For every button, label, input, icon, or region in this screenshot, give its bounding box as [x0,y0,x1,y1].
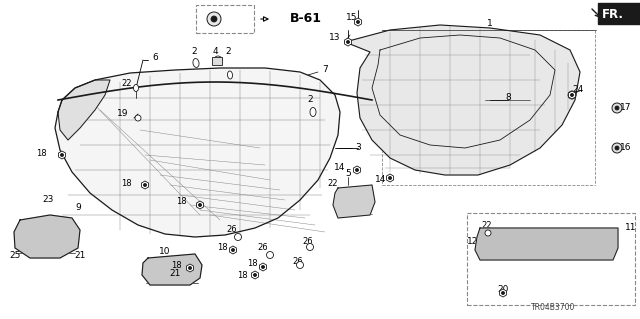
Text: 3: 3 [355,144,361,152]
Ellipse shape [227,71,232,79]
Polygon shape [141,181,148,189]
Text: 10: 10 [159,248,171,256]
Circle shape [615,146,619,150]
Text: 18: 18 [177,197,187,206]
Circle shape [266,251,273,258]
Ellipse shape [214,56,222,64]
Polygon shape [345,25,580,175]
Text: 24: 24 [572,85,583,94]
Polygon shape [355,18,362,26]
Text: 25: 25 [10,250,20,259]
Polygon shape [186,264,193,272]
Circle shape [234,234,241,241]
Text: 19: 19 [116,109,128,118]
Polygon shape [475,228,618,260]
Polygon shape [353,166,360,174]
Circle shape [143,183,147,187]
Text: 5: 5 [345,168,351,177]
Circle shape [570,93,573,97]
Text: 16: 16 [620,144,632,152]
Circle shape [189,266,191,270]
Circle shape [568,91,576,99]
Text: 4: 4 [212,48,218,56]
Text: 14: 14 [375,175,387,184]
Ellipse shape [134,85,138,92]
Text: 12: 12 [467,238,479,247]
Circle shape [198,204,202,206]
Polygon shape [55,68,340,237]
Polygon shape [196,201,204,209]
Ellipse shape [193,59,199,67]
Polygon shape [344,38,351,46]
Polygon shape [387,174,394,182]
Bar [467,213,635,305]
Circle shape [232,249,234,251]
Circle shape [355,168,358,172]
Polygon shape [142,254,202,285]
Text: 13: 13 [328,33,340,42]
Text: 18: 18 [218,243,228,253]
Circle shape [207,12,221,26]
Circle shape [502,292,504,294]
Polygon shape [568,91,575,99]
Text: FR.: FR. [602,8,624,20]
Text: 1: 1 [487,19,493,27]
Text: B-61: B-61 [290,12,322,26]
Circle shape [612,143,622,153]
Text: 2: 2 [191,48,197,56]
Text: 22: 22 [122,78,132,87]
Circle shape [253,273,257,277]
Circle shape [356,20,360,24]
Text: 14: 14 [333,164,345,173]
Bar [212,57,222,65]
Circle shape [211,16,217,22]
Text: 2: 2 [307,95,313,105]
Text: 21: 21 [74,250,86,259]
Polygon shape [14,215,80,258]
Polygon shape [260,263,266,271]
Polygon shape [500,289,506,297]
Text: 26: 26 [292,257,303,266]
Text: 26: 26 [303,238,314,247]
Bar [598,3,640,24]
Text: 20: 20 [497,286,509,294]
Circle shape [612,103,622,113]
Polygon shape [252,271,259,279]
Text: 23: 23 [42,196,54,204]
Text: 26: 26 [227,226,237,234]
Circle shape [262,265,264,269]
Text: 9: 9 [75,204,81,212]
Circle shape [615,106,619,110]
Polygon shape [230,246,236,254]
Text: 17: 17 [620,103,632,113]
Text: 18: 18 [122,179,132,188]
Ellipse shape [310,108,316,116]
Circle shape [346,41,349,43]
Text: 18: 18 [36,149,47,158]
Circle shape [135,115,141,121]
Text: 21: 21 [170,269,180,278]
Text: TR04B3700: TR04B3700 [531,303,575,313]
Text: 26: 26 [258,243,268,253]
Text: 6: 6 [152,54,157,63]
Polygon shape [58,80,110,140]
Text: 18: 18 [248,258,258,268]
Text: 18: 18 [172,261,182,270]
Circle shape [485,230,491,236]
Polygon shape [333,185,375,218]
Text: 7: 7 [322,65,328,75]
Polygon shape [58,151,65,159]
Circle shape [296,262,303,269]
Circle shape [388,176,392,180]
Bar [196,5,254,33]
Text: 15: 15 [346,12,358,21]
Text: 11: 11 [625,224,637,233]
Text: 22: 22 [328,179,338,188]
Text: 18: 18 [237,271,248,279]
Text: 22: 22 [482,220,492,229]
Text: 2: 2 [225,48,231,56]
Text: 8: 8 [505,93,511,101]
Circle shape [61,153,63,157]
Circle shape [307,243,314,250]
